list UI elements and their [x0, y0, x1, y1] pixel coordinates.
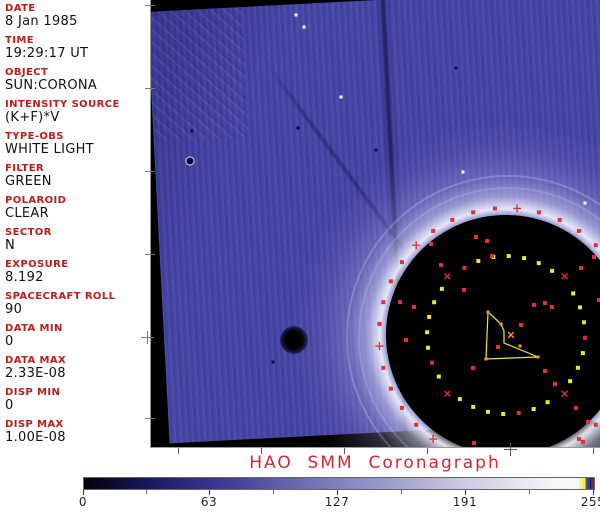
field-value: 2.33E-08 — [5, 366, 66, 381]
field-label: INTENSITY SOURCE — [5, 99, 120, 110]
field-label: SPACECRAFT ROLL — [5, 291, 116, 302]
sidebar-field: POLAROID CLEAR — [5, 195, 150, 222]
sidebar-field: INTENSITY SOURCE (K+F)*V — [5, 99, 150, 126]
field-label: EXPOSURE — [5, 259, 69, 270]
field-value: 8 Jan 1985 — [5, 14, 78, 29]
field-value: 1.00E-08 — [5, 430, 66, 445]
field-value: 90 — [5, 302, 23, 317]
axis-tick — [145, 418, 155, 419]
sidebar-field: SPACECRAFT ROLL 90 — [5, 291, 150, 318]
field-value: 8.192 — [5, 270, 44, 285]
sidebar-field: SECTOR N — [5, 227, 150, 254]
colorbar-minor-tick — [401, 490, 402, 494]
field-label: DATE — [5, 3, 36, 14]
field-label: OBJECT — [5, 67, 49, 78]
sidebar-field: DATA MIN 0 — [5, 323, 150, 350]
field-label: TYPE-OBS — [5, 131, 64, 142]
field-value: 0 — [5, 334, 14, 349]
image-frame[interactable] — [150, 0, 600, 448]
sidebar-field: OBJECT SUN:CORONA — [5, 67, 150, 94]
colorbar-tick-label: 63 — [200, 495, 218, 509]
field-label: FILTER — [5, 163, 45, 174]
field-label: DISP MAX — [5, 419, 64, 430]
colorbar-tick — [209, 490, 210, 495]
field-value: CLEAR — [5, 206, 49, 221]
colorbar-tick-label: 127 — [324, 495, 350, 509]
sidebar-field: DISP MAX 1.00E-08 — [5, 419, 150, 446]
axis-tick — [145, 254, 155, 255]
metadata-sidebar: DATE 8 Jan 1985 TIME 19:29:17 UT OBJECT SUN:C… — [0, 0, 150, 455]
sun-center-tick — [147, 331, 148, 344]
colorbar-tick — [593, 490, 594, 495]
colorbar-minor-tick — [146, 490, 147, 494]
field-label: DATA MIN — [5, 323, 63, 334]
colorbar — [83, 477, 595, 490]
sidebar-field: DATE 8 Jan 1985 — [5, 3, 150, 30]
colorbar-tick-label: 0 — [78, 495, 88, 509]
field-value: 19:29:17 UT — [5, 46, 89, 61]
field-value: 0 — [5, 398, 14, 413]
sidebar-field: TYPE-OBS WHITE LIGHT — [5, 131, 150, 158]
sun-center-tick — [510, 443, 511, 456]
axis-tick — [344, 448, 345, 454]
dust-speck-rimmed — [184, 155, 196, 167]
sidebar-field: EXPOSURE 8.192 — [5, 259, 150, 286]
sidebar-field: DATA MAX 2.33E-08 — [5, 355, 150, 382]
field-value: (K+F)*V — [5, 110, 60, 125]
field-label: SECTOR — [5, 227, 52, 238]
colorbar-minor-tick — [529, 490, 530, 494]
field-label: POLAROID — [5, 195, 67, 206]
diffraction-pattern — [151, 7, 249, 142]
axis-tick — [145, 88, 155, 89]
colorbar-tick — [465, 490, 466, 495]
colorbar-tick-label: 255 — [580, 495, 600, 509]
colorbar-minor-tick — [273, 490, 274, 494]
axis-tick — [145, 5, 155, 6]
field-label: DATA MAX — [5, 355, 67, 366]
axis-tick — [261, 448, 262, 454]
sidebar-field: TIME 19:29:17 UT — [5, 35, 150, 62]
axis-tick — [178, 448, 179, 454]
field-value: N — [5, 238, 16, 253]
axis-tick — [593, 448, 594, 454]
axis-tick — [145, 171, 155, 172]
colorbar-tick — [337, 490, 338, 495]
field-label: DISP MIN — [5, 387, 61, 398]
field-value: GREEN — [5, 174, 52, 189]
axis-tick — [427, 448, 428, 454]
field-label: TIME — [5, 35, 34, 46]
sidebar-field: FILTER GREEN — [5, 163, 150, 190]
sidebar-field: DISP MIN 0 — [5, 387, 150, 414]
colorbar-tick — [83, 490, 84, 495]
page-title: HAO SMM Coronagraph — [249, 453, 501, 473]
field-value: SUN:CORONA — [5, 78, 98, 93]
field-value: WHITE LIGHT — [5, 142, 94, 157]
colorbar-tick-label: 191 — [452, 495, 478, 509]
